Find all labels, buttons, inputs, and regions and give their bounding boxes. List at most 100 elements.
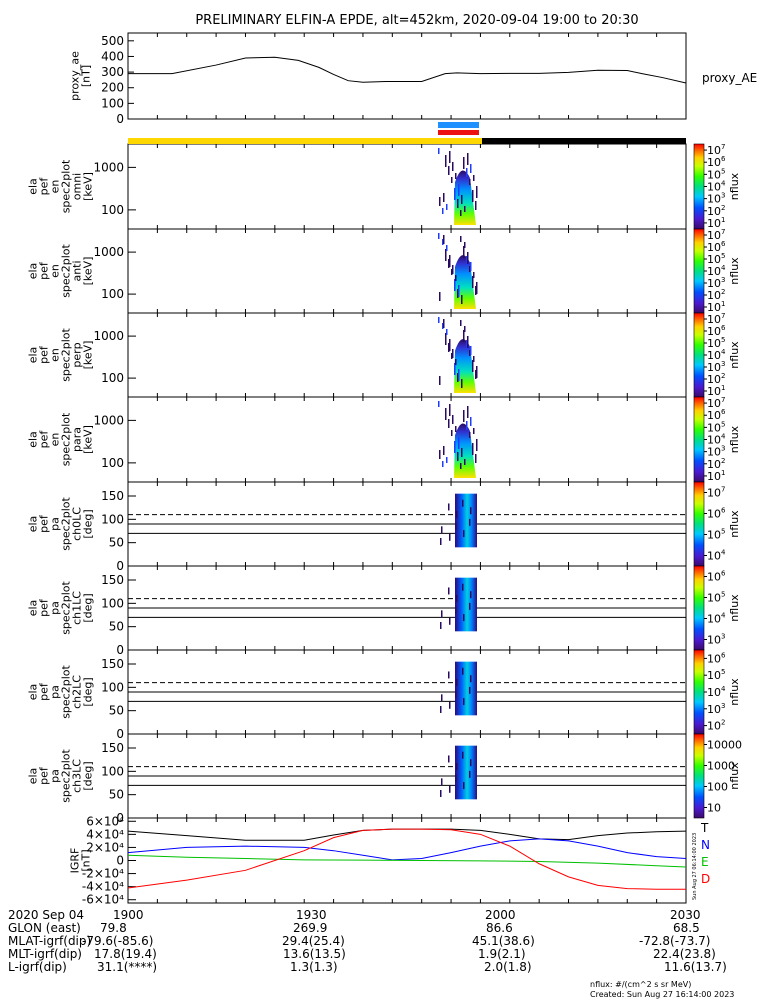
spectrogram-pixel bbox=[448, 587, 450, 595]
colorbar bbox=[693, 565, 705, 651]
spectrogram-pixel bbox=[455, 173, 457, 179]
y-axis-label: ela bbox=[27, 600, 40, 617]
colorbar-tick-exponent: 1 bbox=[721, 384, 725, 392]
spectrogram-pixel bbox=[467, 336, 469, 348]
spectrogram-pixel bbox=[460, 210, 462, 216]
y-axis-label: [deg] bbox=[82, 593, 95, 622]
spectrogram-pixel bbox=[466, 421, 468, 430]
sci-zone-bar-red bbox=[438, 130, 479, 135]
colorbar-tick-exponent: 1 bbox=[721, 216, 725, 224]
spectrogram-pixel bbox=[443, 446, 445, 455]
spectrogram-pixel bbox=[442, 461, 444, 467]
colorbar-tick-label: 10 bbox=[707, 289, 721, 302]
spectrogram-pixel bbox=[441, 778, 443, 786]
y-tick-label: 100 bbox=[101, 456, 124, 470]
spectrogram-pixel bbox=[469, 179, 471, 185]
y-axis-label: [keV] bbox=[82, 425, 95, 454]
footer-row-label: MLAT-igrf(dip) bbox=[8, 934, 92, 948]
colorbar-tick-label: 10 bbox=[707, 205, 721, 218]
footer-row-value: 1.9(2.1) bbox=[478, 947, 526, 961]
chart-title: PRELIMINARY ELFIN-A EPDE, alt=452km, 202… bbox=[195, 13, 638, 28]
footer-row-value: 29.4(25.4) bbox=[282, 934, 345, 948]
spectrogram-pixel bbox=[448, 755, 450, 763]
colorbar-tick-exponent: 5 bbox=[721, 336, 725, 344]
spectrogram-pixel bbox=[469, 432, 471, 438]
y-tick-label: 1000 bbox=[93, 329, 124, 343]
colorbar-tick-label: 10 bbox=[707, 385, 721, 398]
spectrogram-pixel bbox=[449, 255, 451, 267]
colorbar-tick-exponent: 6 bbox=[721, 324, 726, 332]
spectrogram-pixel bbox=[460, 320, 462, 326]
spectrogram-blob bbox=[455, 577, 477, 632]
colorbar-tick-exponent: 7 bbox=[721, 143, 725, 151]
colorbar-label: nflux bbox=[728, 341, 741, 369]
y-axis-label: spec2plot bbox=[60, 665, 73, 719]
y-axis-label: ela bbox=[27, 347, 40, 364]
colorbar-tick-label: 10 bbox=[707, 301, 721, 314]
colorbar-tick-label: 100 bbox=[707, 781, 728, 794]
y-axis-label: pef bbox=[38, 682, 51, 701]
spectrogram-pixel bbox=[438, 401, 440, 407]
colorbar-tick-label: 10 bbox=[707, 802, 721, 815]
y-axis-label: omni bbox=[71, 173, 84, 200]
colorbar-tick-label: 10 bbox=[707, 325, 721, 338]
spectrogram-pixel bbox=[469, 686, 471, 694]
colorbar-tick-label: 10 bbox=[707, 592, 721, 605]
y-axis-label: en bbox=[49, 264, 62, 278]
y-axis-label: pa bbox=[49, 601, 62, 615]
colorbar-tick-exponent: 2 bbox=[721, 457, 725, 465]
spectrogram-pixel bbox=[440, 538, 442, 545]
y-axis-label: spec2plot bbox=[60, 159, 73, 213]
spectrogram-pixel bbox=[462, 583, 464, 591]
y-axis-label: pa bbox=[49, 769, 62, 783]
spectrogram-pixel bbox=[462, 499, 464, 507]
colorbar-tick-label: 10000 bbox=[707, 739, 742, 752]
spectrogram-pixel bbox=[461, 195, 463, 204]
spectrogram-pixel bbox=[475, 286, 477, 295]
spectrogram-pixel bbox=[458, 437, 460, 449]
igrf-series-N bbox=[127, 838, 687, 861]
colorbar-tick-label: 10 bbox=[707, 550, 721, 563]
spectrogram-pixel bbox=[443, 319, 445, 328]
colorbar bbox=[693, 143, 705, 230]
y-tick-label: 1000 bbox=[93, 245, 124, 259]
colorbar-tick-label: 10 bbox=[707, 337, 721, 350]
colorbar-tick-exponent: 2 bbox=[721, 372, 725, 380]
y-tick-label: 50 bbox=[109, 536, 124, 550]
spectrogram-blob bbox=[455, 745, 477, 800]
spectrogram-pixel bbox=[439, 376, 441, 385]
colorbar-tick-label: 10 bbox=[707, 277, 721, 290]
xtick-1900: 1900 bbox=[113, 908, 144, 922]
spectrogram-pixel bbox=[473, 175, 475, 181]
y-tick-label: 150 bbox=[101, 573, 124, 587]
spectrogram-pixel bbox=[449, 151, 451, 163]
spectrogram-pixel bbox=[475, 201, 477, 210]
proxy-ae-line bbox=[128, 56, 687, 84]
y-axis-label: spec2plot bbox=[60, 244, 73, 298]
colorbar-tick-exponent: 3 bbox=[721, 276, 725, 284]
colorbar-tick-exponent: 7 bbox=[721, 486, 725, 494]
spectrogram-pixel bbox=[464, 326, 466, 332]
spectrogram-pixel bbox=[457, 452, 459, 461]
footer-date: 2020 Sep 04 bbox=[8, 908, 85, 922]
y-tick-label: 200 bbox=[101, 81, 124, 95]
colorbar-tick-label: 10 bbox=[707, 253, 721, 266]
spectrogram-pixel bbox=[451, 269, 453, 275]
spectrogram-pixel bbox=[441, 526, 443, 534]
colorbar bbox=[693, 649, 705, 735]
igrf-legend-N: N bbox=[701, 838, 710, 852]
spectrogram-pixel bbox=[455, 522, 457, 530]
spectrogram-pixel bbox=[454, 279, 456, 291]
y-axis-label: spec2plot bbox=[60, 749, 73, 803]
spectrogram-pixel bbox=[476, 366, 478, 378]
colorbar-label: nflux bbox=[728, 762, 741, 790]
colorbar-tick-label: 10 bbox=[707, 397, 721, 410]
spectrogram-pixel bbox=[449, 339, 451, 351]
spectrogram-pixel bbox=[440, 622, 442, 629]
spectrogram-pixel bbox=[455, 774, 457, 782]
spectrogram-pixel bbox=[449, 701, 451, 709]
colorbar-tick-label: 10 bbox=[707, 508, 721, 521]
spectrogram-pixel bbox=[449, 404, 451, 416]
spectrogram-pixel bbox=[439, 292, 441, 301]
y-tick-label: 400 bbox=[101, 49, 124, 63]
